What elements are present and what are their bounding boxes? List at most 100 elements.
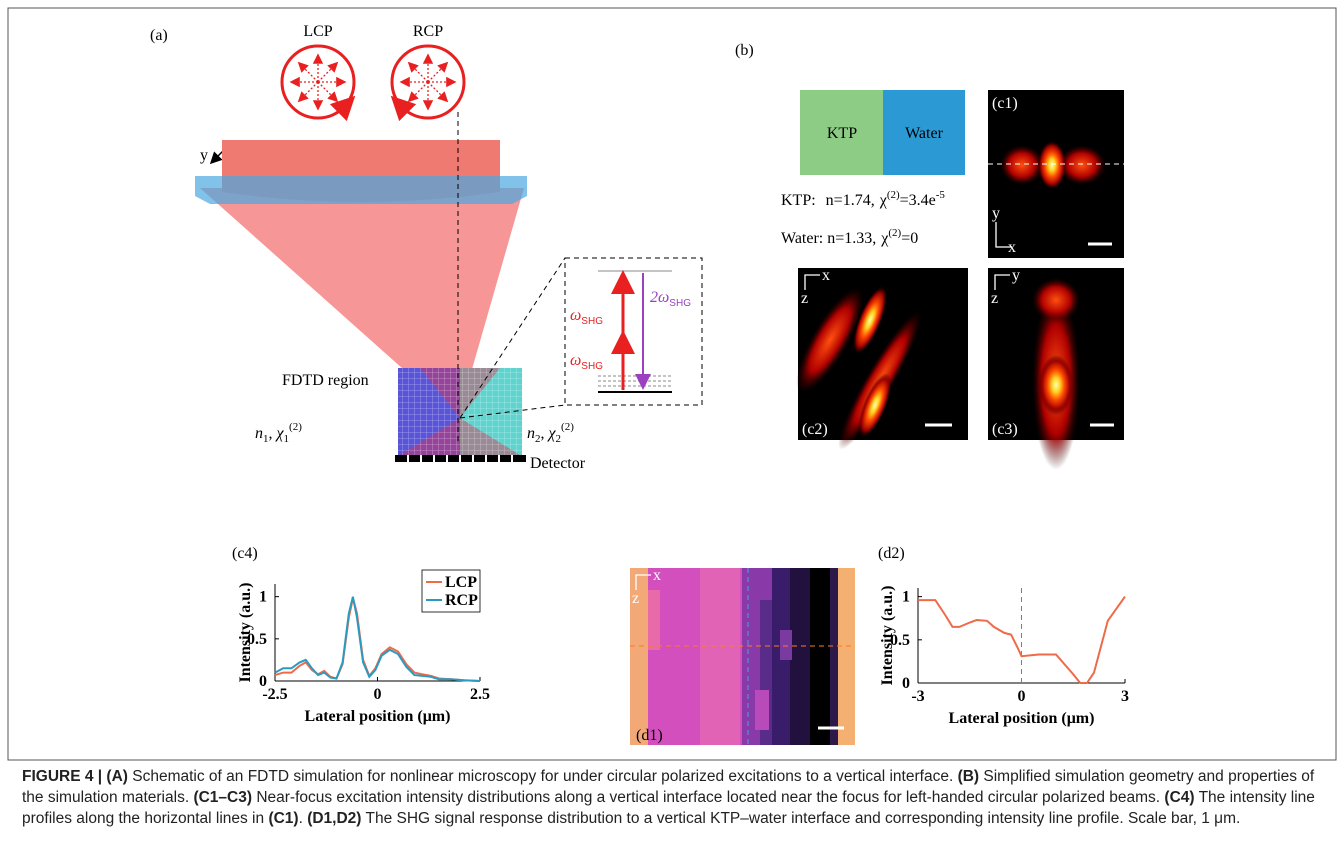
- intensity-blob: [1039, 355, 1073, 415]
- map-c3: (c3) y z: [988, 267, 1124, 470]
- caption-text: The SHG signal response distribution to …: [361, 810, 1241, 827]
- axes-icon: [994, 274, 1010, 290]
- map-label: (d1): [636, 727, 663, 744]
- transition-label: ωSHG: [570, 307, 603, 327]
- legend-label: LCP: [445, 574, 477, 591]
- caption-text: (C1): [268, 810, 299, 827]
- legend: [421, 569, 481, 613]
- x-tick-label: -3: [911, 688, 924, 705]
- caption-text: Simplified simulation geometry and prope…: [22, 768, 1315, 806]
- caption-text: The intensity line profiles along the ho…: [22, 789, 1315, 827]
- x-axis-label: Lateral position (μm): [305, 708, 451, 725]
- field-arrow: [427, 61, 449, 83]
- y-tick-label: 1: [259, 589, 267, 606]
- x-tick-label: -2.5: [262, 686, 287, 703]
- intensity-blob: [858, 373, 892, 437]
- map-d1: (d1) x z: [630, 567, 855, 745]
- map-region: [780, 630, 792, 660]
- axis-letter: x: [653, 567, 661, 584]
- panel-label: (a): [150, 27, 168, 44]
- polarization-ring: [390, 44, 466, 120]
- caption-text: (C1–C3): [193, 789, 253, 806]
- map-region: [648, 590, 660, 650]
- material-name: Water: [905, 125, 943, 142]
- field-arrow: [407, 61, 429, 83]
- caption-text: (C4): [1164, 789, 1195, 806]
- axes-icon: [804, 274, 820, 290]
- intensity-blob: [1032, 278, 1080, 322]
- axis-letter: x: [1008, 239, 1016, 256]
- caption-text: .: [298, 810, 308, 827]
- field-arrow: [317, 81, 339, 103]
- material-properties: KTP: n=1.74, χ(2)=3.4e-5: [781, 189, 945, 209]
- material-block: [800, 90, 883, 175]
- caption: FIGURE 4 | (A) Schematic of an FDTD simu…: [22, 766, 1322, 829]
- zoom-line: [459, 257, 566, 419]
- polarization-icons: [280, 44, 466, 122]
- y-tick-label: 0: [259, 673, 267, 690]
- axis-letter: y: [200, 147, 208, 164]
- axes-icon: [995, 222, 1012, 248]
- x-tick-label: 0: [374, 686, 382, 703]
- field-arrow: [427, 81, 449, 103]
- y-axis-label: Intensity (a.u.): [879, 585, 896, 685]
- axis-letter: z: [632, 590, 639, 607]
- legend-label: RCP: [445, 592, 478, 609]
- detector-gaps: [407, 455, 513, 462]
- map-region: [755, 690, 769, 730]
- map-region: [630, 568, 648, 745]
- material-name: KTP: [827, 125, 857, 142]
- map-region: [790, 568, 810, 745]
- map-region: [838, 568, 855, 745]
- x-tick-label: 2.5: [470, 686, 490, 703]
- rotation-arrow: [329, 95, 356, 122]
- axis-letter: y: [1012, 267, 1020, 284]
- panel-label: (b): [735, 42, 754, 59]
- caption-text: Schematic of an FDTD simulation for nonl…: [127, 768, 958, 785]
- region-label: FDTD region: [282, 372, 369, 389]
- fdtd-grid: [398, 368, 522, 455]
- transition-label: ωSHG: [570, 352, 603, 372]
- intensity-blob: [1038, 141, 1066, 189]
- axis-letter: z: [991, 290, 998, 307]
- intensity-blob: [1058, 145, 1106, 185]
- caption-text: (B): [957, 768, 980, 785]
- map-label: (c1): [992, 95, 1018, 112]
- y-tick-label: 0.5: [890, 632, 910, 649]
- y-axis-label: Intensity (a.u.): [237, 582, 254, 682]
- material-properties: Water: n=1.33, χ(2)=0: [781, 227, 918, 247]
- panel-label: (c4): [232, 545, 258, 562]
- data-line: [274, 596, 481, 682]
- field-arrow: [407, 81, 429, 103]
- caption-text: Near-focus excitation intensity distribu…: [252, 789, 1165, 806]
- map-label: (c3): [992, 421, 1018, 438]
- axes-icon: [635, 574, 651, 590]
- intensity-blob: [796, 287, 864, 393]
- axis-letter: x: [822, 267, 830, 284]
- map-region: [810, 568, 830, 745]
- y-tick-label: 0.5: [247, 631, 267, 648]
- caption-text: (D1,D2): [307, 810, 362, 827]
- axis-letter: z: [801, 290, 808, 307]
- x-tick-label: 3: [1121, 688, 1129, 705]
- panel-label: (d2): [878, 545, 905, 562]
- detector-label: Detector: [530, 455, 586, 472]
- caption-text: FIGURE 4 | (A): [22, 768, 128, 785]
- y-tick-label: 1: [902, 589, 910, 606]
- y-tick-label: 0: [902, 675, 910, 692]
- beam-label: RCP: [413, 23, 443, 40]
- material-block: [883, 90, 965, 175]
- transition-label: 2ωSHG: [650, 289, 691, 309]
- map-c2: (c2) x z: [796, 267, 968, 450]
- x-tick-label: 0: [1018, 688, 1026, 705]
- beam-label: LCP: [303, 23, 332, 40]
- axis-letter: y: [992, 205, 1000, 222]
- medium-label: n2, χ2(2): [527, 421, 574, 445]
- map-region: [700, 568, 740, 745]
- panel-a: (a) LCP RCP x y z FDTD region n1, χ1(2) …: [150, 23, 703, 472]
- intensity-blob: [853, 286, 887, 354]
- field-arrow: [317, 61, 339, 83]
